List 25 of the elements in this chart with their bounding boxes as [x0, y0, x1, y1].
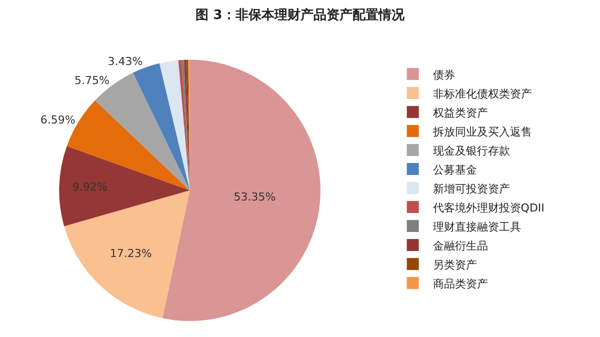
legend-label: 权益类资产 — [432, 106, 488, 120]
legend-label: 新增可投资资产 — [432, 182, 510, 196]
legend-label: 商品类资产 — [432, 277, 488, 290]
pie-slice — [184, 60, 190, 190]
pie-slice — [59, 146, 190, 226]
legend-label: 现金及银行存款 — [432, 144, 510, 158]
data-label: 9.92% — [72, 180, 108, 194]
data-label: 17.23% — [110, 246, 152, 260]
pie-slice — [162, 60, 320, 321]
data-label: 5.75% — [74, 74, 110, 88]
legend-label: 另类资产 — [432, 258, 477, 272]
data-label: 3.43% — [108, 55, 143, 68]
legend-label: 金融衍生品 — [432, 239, 488, 252]
pie-slice — [159, 60, 190, 190]
chart-title: 图 3：非保本理财产品资产配置情况 — [196, 7, 406, 24]
legend-label: 非标准化债权类资产 — [432, 87, 532, 100]
pie-slice — [64, 190, 190, 318]
pie-slice — [178, 60, 190, 190]
legend-label: 债券 — [432, 68, 455, 82]
data-label: 6.59% — [40, 113, 76, 126]
legend-label: 代客境外理财投资QDII — [432, 201, 544, 214]
legend-label: 公募基金 — [432, 163, 477, 176]
data-label: 53.35% — [234, 190, 276, 204]
legend-label: 拆放同业及买入返售 — [432, 125, 532, 138]
legend-label: 理财直接融资工具 — [432, 220, 521, 234]
